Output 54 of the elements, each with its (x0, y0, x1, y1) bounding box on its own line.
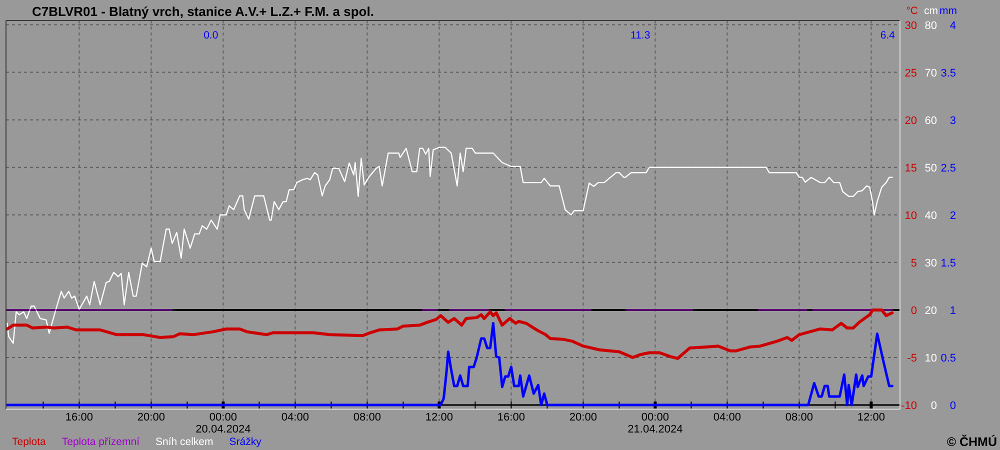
y-tick-label: 30 (904, 20, 917, 32)
y3-tick-label: 0 (950, 400, 956, 412)
y3-tick-label: 1 (950, 304, 956, 317)
y2-tick-label: 40 (924, 210, 937, 222)
annotation: 6.4 (880, 30, 896, 42)
y2-tick-label: 80 (924, 20, 937, 32)
line-series (6, 146, 893, 344)
text: © ČHMÚ (946, 434, 997, 449)
y3-tick-label: 0.5 (940, 352, 956, 364)
y2-tick-label: 0 (930, 400, 937, 412)
y-tick-label: 0 (910, 304, 917, 317)
line-series (6, 322, 894, 406)
y2-axis-title: cm (924, 5, 938, 17)
y3-tick-label: 4 (950, 20, 956, 32)
y3-tick-label: 2.5 (940, 162, 956, 174)
text: Teplota (12, 436, 46, 448)
y2-tick-label: 70 (924, 67, 937, 80)
x-tick-label: 12:00 (425, 411, 453, 424)
y3-tick-label: 3 (950, 114, 956, 127)
y-tick-label: 15 (904, 162, 917, 174)
y2-tick-label: 30 (924, 257, 937, 270)
x-tick-label: 00:00 20.04.2024 (196, 411, 251, 436)
x-tick-label: 16:00 (65, 411, 93, 424)
y2-tick-label: 50 (924, 162, 937, 174)
y-tick-label: 25 (904, 67, 917, 80)
text: Srážky (229, 436, 262, 448)
x-tick-label: 08:00 (785, 411, 813, 424)
x-tick-label: 12:00 (857, 411, 885, 424)
line-series (6, 308, 894, 360)
y-tick-label: 20 (904, 114, 917, 127)
x-tick-label: 20:00 (137, 411, 165, 424)
y2-tick-label: 10 (924, 352, 937, 364)
x-tick-label: 08:00 (353, 411, 381, 424)
y2-tick-label: 20 (924, 304, 937, 317)
y3-axis-title: mm (940, 5, 958, 17)
x-tick-label: 00:00 21.04.2024 (628, 411, 683, 436)
x-tick-label: 04:00 (713, 411, 741, 424)
text: Sníh celkem (155, 436, 214, 448)
text: Teplota přízemní (62, 436, 140, 448)
y3-tick-label: 3.5 (940, 67, 956, 80)
x-tick-label: 16:00 (497, 411, 525, 424)
chart-title: C7BLVR01 - Blatný vrch, stanice A.V.+ L.Z.+ F.M. a spol. (32, 4, 374, 19)
y-tick-label: 5 (910, 257, 917, 270)
annotation: 11.3 (630, 30, 650, 42)
y-tick-label: -10 (901, 400, 917, 412)
y3-tick-label: 2 (950, 210, 956, 222)
x-tick-label: 20:00 (569, 411, 597, 424)
annotation: 0.0 (204, 30, 218, 42)
y-tick-label: 10 (904, 210, 917, 222)
y3-tick-label: 1.5 (940, 257, 956, 270)
y2-tick-label: 60 (924, 114, 937, 127)
y-axis-title: °C (906, 5, 918, 17)
x-tick-label: 04:00 (281, 411, 309, 424)
y-tick-label: -5 (907, 352, 917, 364)
